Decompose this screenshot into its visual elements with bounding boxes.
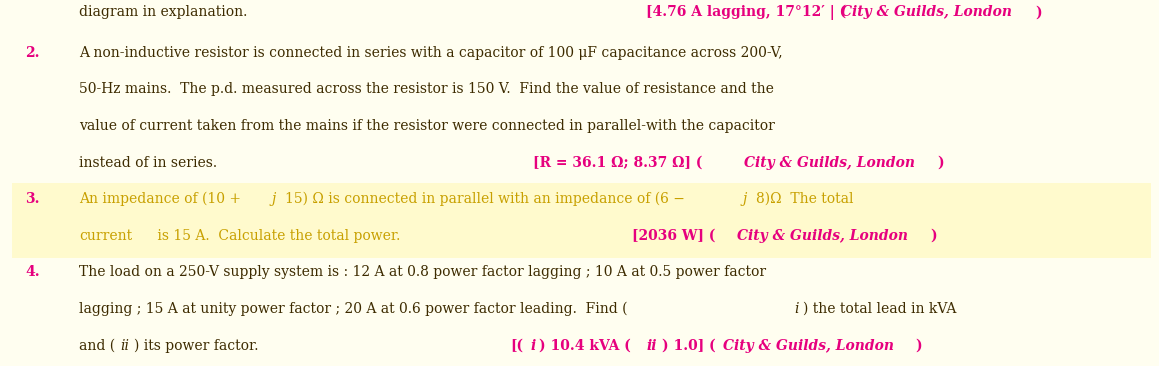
Text: ): ) [938,156,945,169]
Text: [4.76 A lagging, 17°12′ | (: [4.76 A lagging, 17°12′ | ( [646,5,846,20]
Text: ) its power factor.: ) its power factor. [134,338,258,352]
Text: ii: ii [647,339,657,352]
Text: 8)Ω  The total: 8)Ω The total [756,192,853,206]
Text: [(: [( [510,339,523,352]
Text: current: current [79,229,132,243]
Text: ) 10.4 kVA (: ) 10.4 kVA ( [539,339,630,352]
Text: [R = 36.1 Ω; 8.37 Ω] (: [R = 36.1 Ω; 8.37 Ω] ( [533,156,702,169]
Text: 50-Hz mains.  The p.d. measured across the resistor is 150 V.  Find the value of: 50-Hz mains. The p.d. measured across th… [79,82,774,96]
Text: ) 1.0] (: ) 1.0] ( [662,339,715,352]
Text: lagging ; 15 A at unity power factor ; 20 A at 0.6 power factor leading.  Find (: lagging ; 15 A at unity power factor ; 2… [79,302,627,316]
Text: ): ) [916,339,923,352]
Text: i: i [794,302,799,316]
Text: 15) Ω is connected in parallel with an impedance of (6 −: 15) Ω is connected in parallel with an i… [285,192,685,206]
Text: i: i [531,339,537,352]
FancyBboxPatch shape [12,183,1151,258]
Text: City & Guilds, London: City & Guilds, London [737,229,909,243]
Text: City & Guilds, London: City & Guilds, London [723,339,895,352]
Text: [2036 W] (: [2036 W] ( [632,229,715,243]
Text: and (: and ( [79,339,115,352]
Text: j: j [743,192,748,206]
Text: j: j [271,192,276,206]
Text: ii: ii [121,339,130,352]
Text: ): ) [1035,5,1042,19]
Text: is 15 A.  Calculate the total power.: is 15 A. Calculate the total power. [153,229,400,243]
Text: 4.: 4. [25,265,41,279]
Text: An impedance of (10 +: An impedance of (10 + [79,192,246,206]
Text: City & Guilds, London: City & Guilds, London [744,156,916,169]
Text: ): ) [931,229,938,243]
Text: value of current taken from the mains if the resistor were connected in parallel: value of current taken from the mains if… [79,119,774,133]
Text: instead of in series.: instead of in series. [79,156,217,169]
Text: City & Guilds, London: City & Guilds, London [841,5,1013,19]
Text: 3.: 3. [25,192,41,206]
Text: The load on a 250-V supply system is : 12 A at 0.8 power factor lagging ; 10 A a: The load on a 250-V supply system is : 1… [79,265,766,279]
Text: A non-inductive resistor is connected in series with a capacitor of 100 μF capac: A non-inductive resistor is connected in… [79,46,782,60]
Text: diagram in explanation.: diagram in explanation. [79,5,247,19]
Text: ) the total lead in kVA: ) the total lead in kVA [803,302,956,316]
Text: 2.: 2. [25,46,41,60]
